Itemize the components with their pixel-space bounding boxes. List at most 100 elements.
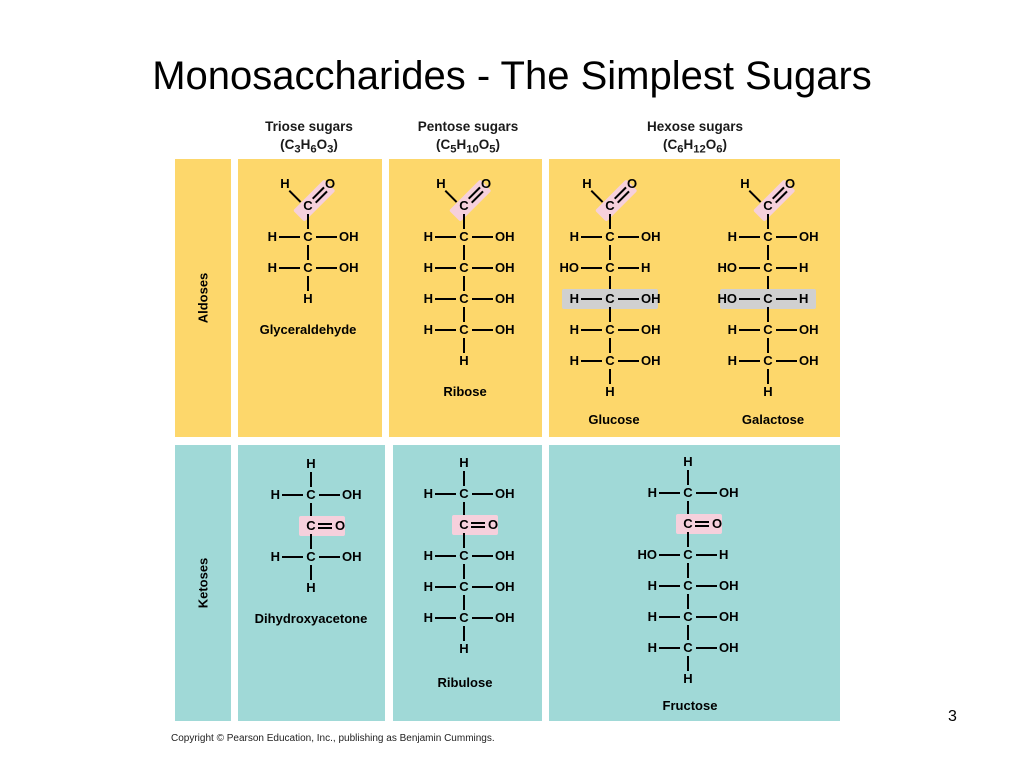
galactose-bond-right-0 [776, 236, 797, 238]
ribose-sub-left-0: H [423, 229, 433, 244]
ribose-aldehyde-o: O [480, 176, 492, 191]
galactose-c1: C [763, 198, 773, 213]
fructose-bond-right-1 [696, 554, 717, 556]
glyceraldehyde-bond-right-1 [316, 267, 337, 269]
ribulose-sub-right-3: OH [495, 610, 515, 625]
dihydroxyacetone-bond-right-1 [319, 556, 340, 558]
glucose-bond-left-4 [581, 360, 602, 362]
ribose-bond-left-2 [435, 298, 456, 300]
glucose-bond-chain-0 [609, 214, 611, 229]
dihydroxyacetone-carbonyl-c: C [306, 518, 316, 533]
galactose-c3: C [763, 260, 773, 275]
ribose-bond-right-0 [472, 236, 493, 238]
aldoses-label-panel [175, 159, 231, 437]
ribose-bond-right-2 [472, 298, 493, 300]
galactose-sub-right-4: OH [799, 353, 819, 368]
galactose-bond-terminal [767, 369, 769, 384]
fructose-bond-chain-1 [687, 532, 689, 547]
galactose-aldehyde-h: H [740, 176, 750, 191]
dihydroxyacetone-bond-chain-0 [310, 472, 312, 487]
column-header-hexose-name: Hexose sugars [646, 119, 744, 134]
ribose-sub-left-3: H [423, 322, 433, 337]
ribulose-bond-left-1 [435, 555, 456, 557]
ribose-c2: C [459, 229, 469, 244]
fructose-c3: C [683, 609, 693, 624]
glyceraldehyde-bond-chain-0 [307, 214, 309, 229]
column-header-pentose-formula: (C5H10O5) [435, 137, 501, 156]
glucose-sub-right-4: OH [641, 353, 661, 368]
glucose-bond-chain-4 [609, 338, 611, 353]
ribulose-sub-right-1: OH [495, 548, 515, 563]
fructose-bond-chain-0 [687, 470, 689, 485]
glucose-sub-right-0: OH [641, 229, 661, 244]
copyright-notice: Copyright © Pearson Education, Inc., pub… [171, 733, 495, 744]
ribulose-c2: C [459, 579, 469, 594]
dihydroxyacetone-sub-right-0: OH [342, 487, 362, 502]
dihydroxyacetone-top-h: H [306, 456, 316, 471]
sugar-name-galactose: Galactose [741, 412, 805, 427]
glucose-bond-chain-3 [609, 307, 611, 322]
ribulose-bond-left-3 [435, 617, 456, 619]
ribose-sub-right-1: OH [495, 260, 515, 275]
ketose-triose-panel [238, 445, 385, 721]
galactose-bond-chain-1 [767, 245, 769, 260]
galactose-isomer-highlight [720, 289, 816, 309]
glucose-sub-left-2: H [569, 291, 579, 306]
column-header-triose-name: Triose sugars [265, 119, 353, 134]
ribose-sub-right-0: OH [495, 229, 515, 244]
sugar-name-fructose: Fructose [662, 698, 718, 713]
glucose-c3: C [605, 260, 615, 275]
galactose-bond-right-3 [776, 329, 797, 331]
galactose-sub-right-1: H [799, 260, 809, 275]
fructose-bottom-h: H [683, 671, 693, 686]
ribose-sub-right-3: OH [495, 322, 515, 337]
fructose-bond-carbonyl-a [695, 521, 709, 523]
ribulose-bond-carbonyl-a [471, 522, 485, 524]
ketoses-label-panel [175, 445, 231, 721]
glucose-bond-right-4 [618, 360, 639, 362]
fructose-c1: C [683, 547, 693, 562]
glyceraldehyde-aldehyde-o: O [324, 176, 336, 191]
glucose-c6: C [605, 353, 615, 368]
glucose-bond-chain-1 [609, 245, 611, 260]
galactose-bond-right-2 [776, 298, 797, 300]
galactose-bond-left-0 [739, 236, 760, 238]
dihydroxyacetone-c1: C [306, 549, 316, 564]
ribulose-bond-right-1 [472, 555, 493, 557]
glyceraldehyde-terminal-h: H [303, 291, 313, 306]
fructose-bond-left-4 [659, 647, 680, 649]
glucose-sub-right-3: OH [641, 322, 661, 337]
glyceraldehyde-c1: C [303, 198, 313, 213]
ribulose-bond-carbonyl-b [471, 526, 485, 528]
dihydroxyacetone-bond-carbonyl-a [318, 523, 332, 525]
glucose-isomer-highlight [562, 289, 658, 309]
ketoses-label: Ketoses [195, 557, 211, 609]
galactose-c5: C [763, 322, 773, 337]
dihydroxyacetone-bond-terminal [310, 565, 312, 580]
fructose-carbonyl-c: C [683, 516, 693, 531]
galactose-bond-chain-0 [767, 214, 769, 229]
ribose-bond-right-3 [472, 329, 493, 331]
glyceraldehyde-bond-right-0 [316, 236, 337, 238]
dihydroxyacetone-carbonyl-highlight [299, 516, 345, 536]
dihydroxyacetone-sub-left-0: H [270, 487, 280, 502]
ribulose-bond-right-0 [472, 493, 493, 495]
fructose-bond-chain-2 [687, 563, 689, 578]
ribose-bond-right-1 [472, 267, 493, 269]
ribulose-sub-left-3: H [423, 610, 433, 625]
column-header-triose: Triose sugars (C3H6O3) [229, 118, 389, 159]
column-header-hexose-formula: (C6H12O6) [662, 137, 728, 156]
fructose-bond-right-3 [696, 616, 717, 618]
fructose-bond-right-0 [696, 492, 717, 494]
ribulose-bond-left-2 [435, 586, 456, 588]
galactose-bond-chain-2 [767, 276, 769, 291]
glucose-bond-terminal [609, 369, 611, 384]
column-header-pentose: Pentose sugars (C5H10O5) [388, 118, 548, 159]
ribose-bond-left-1 [435, 267, 456, 269]
glyceraldehyde-sub-right-1: OH [339, 260, 359, 275]
fructose-sub-right-1: H [719, 547, 729, 562]
ribose-aldehyde-h: H [436, 176, 446, 191]
ribose-c5: C [459, 322, 469, 337]
ribose-terminal-h: H [459, 353, 469, 368]
galactose-bond-left-4 [739, 360, 760, 362]
